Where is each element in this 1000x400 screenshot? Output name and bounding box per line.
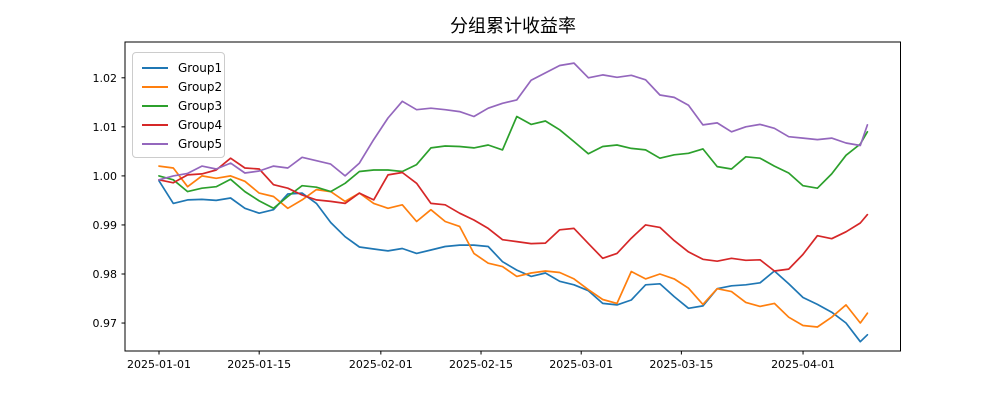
legend-item-group2: Group2 bbox=[133, 77, 224, 96]
legend-label: Group1 bbox=[178, 60, 223, 75]
y-tick-label: 0.97 bbox=[93, 317, 118, 330]
legend-item-group3: Group3 bbox=[133, 96, 224, 115]
x-tick-label: 2025-03-15 bbox=[649, 358, 713, 371]
series-line-group5 bbox=[158, 62, 869, 181]
series-line-group2 bbox=[158, 165, 869, 328]
legend-label: Group4 bbox=[178, 117, 223, 132]
legend-label: Group3 bbox=[178, 98, 223, 113]
series-line-group3 bbox=[158, 115, 869, 210]
axes-frame bbox=[124, 41, 901, 352]
x-tick-label: 2025-01-15 bbox=[227, 358, 291, 371]
legend-line-swatch bbox=[142, 85, 168, 88]
legend-line-swatch bbox=[142, 123, 168, 126]
legend-item-group1: Group1 bbox=[133, 58, 224, 77]
legend-line-swatch bbox=[142, 142, 168, 145]
series-line-group4 bbox=[158, 157, 869, 272]
legend-line-swatch bbox=[142, 66, 168, 69]
legend-item-group4: Group4 bbox=[133, 115, 224, 134]
y-tick-label: 1.02 bbox=[93, 72, 118, 85]
y-tick-label: 0.99 bbox=[93, 219, 118, 232]
y-tick-label: 0.98 bbox=[93, 268, 118, 281]
x-tick-label: 2025-02-01 bbox=[349, 358, 413, 371]
legend-label: Group2 bbox=[178, 79, 223, 94]
y-tick-label: 1.00 bbox=[93, 170, 118, 183]
chart-title: 分组累计收益率 bbox=[450, 16, 576, 37]
x-tick-label: 2025-04-01 bbox=[771, 358, 835, 371]
legend-label: Group5 bbox=[178, 136, 223, 151]
legend: Group1 Group2 Group3 Group4 Group5 bbox=[132, 52, 225, 158]
x-tick-label: 2025-02-15 bbox=[449, 358, 513, 371]
x-tick-label: 2025-03-01 bbox=[549, 358, 613, 371]
legend-line-swatch bbox=[142, 104, 168, 107]
legend-item-group5: Group5 bbox=[133, 134, 224, 153]
x-tick-label: 2025-01-01 bbox=[127, 358, 191, 371]
y-tick-label: 1.01 bbox=[93, 121, 118, 134]
